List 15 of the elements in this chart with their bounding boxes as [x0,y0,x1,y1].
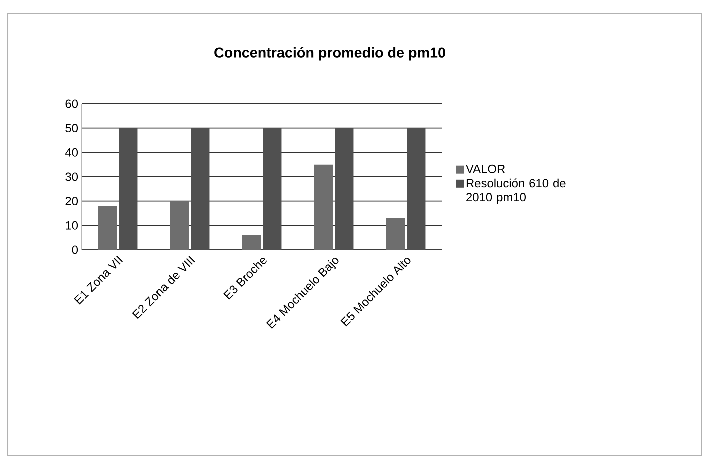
y-tick-label: 50 [66,124,78,133]
y-tick-label: 40 [65,148,78,157]
chart-title: Concentración promedio de pm10 [214,47,446,61]
legend-label: VALOR [466,164,506,174]
bar [242,235,262,250]
bar [314,164,334,250]
y-tick-label: 0 [72,246,78,254]
y-tick-label: 60 [66,100,78,108]
legend-label: Resolución 610 de 2010 pm10 [466,178,566,204]
y-tick-label: 20 [66,197,78,206]
bar [386,218,406,250]
bar [98,206,118,250]
y-tick-label: 30 [66,172,78,182]
bar [170,201,190,250]
y-tick-label: 10 [66,221,78,230]
